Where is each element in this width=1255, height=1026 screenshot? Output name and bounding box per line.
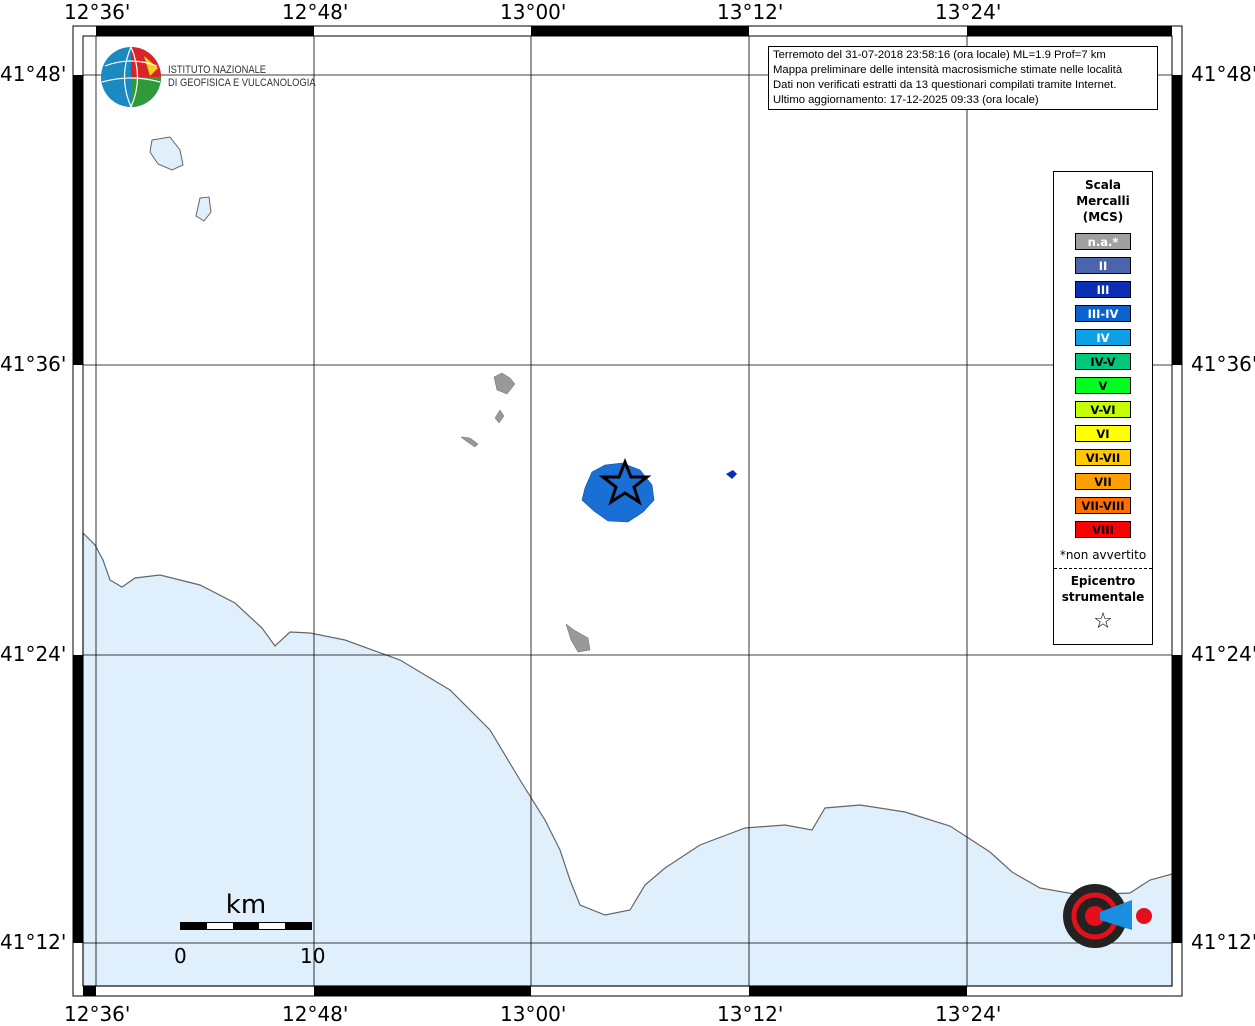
lat-label-left: 41°36' xyxy=(0,352,67,376)
ingv-name-line1: ISTITUTO NAZIONALE xyxy=(168,64,267,76)
lat-label-left: 41°48' xyxy=(0,62,67,86)
lat-label-right: 41°24' xyxy=(1191,642,1255,666)
lat-label-right: 41°12' xyxy=(1191,930,1255,954)
locality-not-felt xyxy=(493,372,516,395)
locality-not-felt xyxy=(460,436,479,448)
ingv-name-line2: DI GEOFISICA E VULCANOLOGIA xyxy=(168,77,316,89)
gridlines xyxy=(83,36,1172,986)
legend-divider xyxy=(1054,568,1152,569)
sea-area xyxy=(82,531,1173,987)
info-line: Dati non verificati estratti da 13 quest… xyxy=(773,79,1117,91)
legend-swatch: V xyxy=(1075,377,1131,394)
lon-label-top: 13°00' xyxy=(500,0,567,24)
mercalli-legend: Scala Mercalli (MCS) n.a.* II III III-IV IV I… xyxy=(1053,171,1153,645)
epicenter-star xyxy=(598,457,652,506)
legend-swatch: VI-VII xyxy=(1075,449,1131,466)
lon-label-top: 13°24' xyxy=(935,0,1002,24)
lon-label-bottom: 12°48' xyxy=(282,1002,349,1026)
lat-label-right: 41°48' xyxy=(1191,62,1255,86)
lon-label-bottom: 12°36' xyxy=(64,1002,131,1026)
epicenter-label: strumentale xyxy=(1061,590,1145,604)
scale-unit: km xyxy=(225,890,267,920)
legend-swatch: VIII xyxy=(1075,521,1131,538)
map-frame xyxy=(72,25,1183,997)
island xyxy=(149,136,184,171)
ingv-logo: ISTITUTO NAZIONALE DI GEOFISICA E VULCAN… xyxy=(100,46,342,108)
lat-label-right: 41°36' xyxy=(1191,352,1255,376)
legend-swatches: n.a.* II III III-IV IV IV-V V V-VI VI VI-VII VII VI… xyxy=(1054,233,1152,538)
scale-end: 10 xyxy=(300,944,326,968)
legend-swatch: n.a.* xyxy=(1075,233,1131,250)
lat-label-left: 41°24' xyxy=(0,642,67,666)
globe-icon xyxy=(101,46,161,108)
lon-label-bottom: 13°00' xyxy=(500,1002,567,1026)
lon-label-top: 12°48' xyxy=(282,0,349,24)
locality-intensity-III xyxy=(726,470,737,479)
legend-swatch: II xyxy=(1075,257,1131,274)
legend-swatch: VII-VIII xyxy=(1075,497,1131,514)
legend-swatch: III xyxy=(1075,281,1131,298)
lat-label-left: 41°12' xyxy=(0,930,67,954)
lon-label-bottom: 13°24' xyxy=(935,1002,1002,1026)
locality-not-felt xyxy=(565,623,591,653)
epicenter-label: Epicentro xyxy=(1070,574,1136,588)
earthquake-info-box: Terremoto del 31-07-2018 23:58:16 (ora l… xyxy=(768,46,1158,110)
legend-swatch: III-IV xyxy=(1075,305,1131,322)
legend-swatch: V-VI xyxy=(1075,401,1131,418)
legend-title: (MCS) xyxy=(1082,210,1124,224)
scale-bar: km 0 10 xyxy=(174,890,325,968)
legend-note: *non avvertito xyxy=(1059,548,1147,562)
info-line: Terremoto del 31-07-2018 23:58:16 (ora l… xyxy=(773,49,1106,61)
scale-bar-graphic xyxy=(180,922,312,930)
legend-swatch: IV xyxy=(1075,329,1131,346)
legend-title: Mercalli xyxy=(1076,194,1130,208)
legend-swatch: IV-V xyxy=(1075,353,1131,370)
watermark-logo xyxy=(1063,884,1152,948)
island xyxy=(195,196,212,222)
legend-swatch: VII xyxy=(1075,473,1131,490)
lon-label-top: 12°36' xyxy=(64,0,131,24)
lon-label-bottom: 13°12' xyxy=(717,1002,784,1026)
star-icon: ☆ xyxy=(1093,609,1113,634)
info-line: Ultimo aggiornamento: 17-12-2025 09:33 (… xyxy=(773,94,1039,106)
legend-title: Scala xyxy=(1084,178,1122,192)
legend-swatch: VI xyxy=(1075,425,1131,442)
info-line: Mappa preliminare delle intensità macros… xyxy=(773,64,1123,76)
lon-label-top: 13°12' xyxy=(717,0,784,24)
locality-not-felt xyxy=(494,409,505,424)
scale-start: 0 xyxy=(174,944,187,968)
